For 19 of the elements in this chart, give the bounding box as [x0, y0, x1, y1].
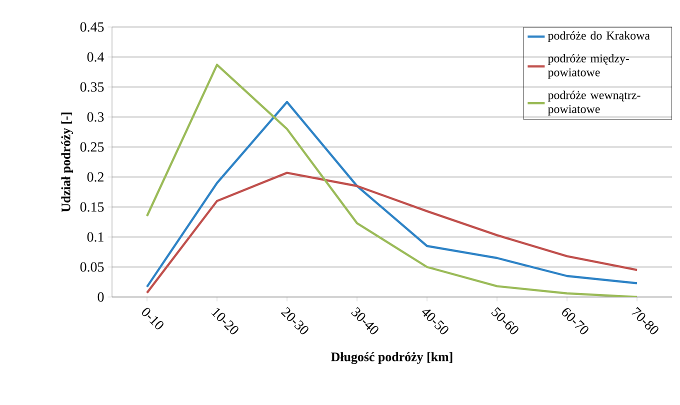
legend-label: podróże do Krakowa [548, 31, 650, 42]
y-tick-label: 0.35 [80, 82, 104, 92]
legend-label: podróże między-powiatowe [548, 54, 630, 79]
line-series [146, 100, 638, 288]
x-axis-title: Długość podróży [km] [331, 352, 452, 364]
y-tick-label: 0.05 [80, 262, 104, 272]
y-tick-label: 0 [98, 292, 104, 302]
line-series [146, 172, 638, 294]
legend-label: podróże wewnątrz-powiatowe [548, 90, 640, 116]
line-series [146, 64, 638, 297]
y-tick-label: 0.1 [87, 232, 104, 242]
y-tick-label: 0.25 [80, 142, 104, 152]
y-tick-label: 0.4 [87, 52, 104, 62]
y-tick-label: 0.2 [87, 172, 104, 182]
y-tick-label: 0.15 [80, 202, 104, 212]
y-axis-title: Udział podróży [-] [61, 112, 73, 212]
x-tick-label: 0-10 [142, 308, 164, 330]
y-tick-label: 0.45 [80, 22, 104, 32]
y-tick-label: 0.3 [87, 112, 104, 122]
